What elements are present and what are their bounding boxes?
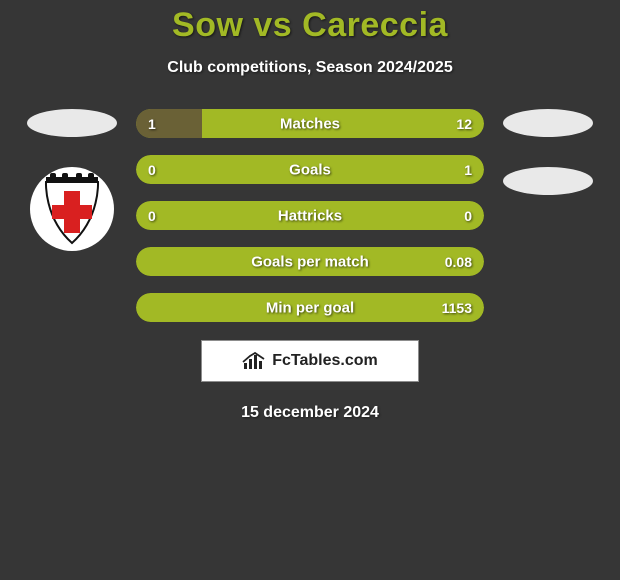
left-player-col [22, 109, 122, 251]
bar-label: Min per goal [266, 299, 354, 316]
subtitle: Club competitions, Season 2024/2025 [0, 59, 620, 77]
bar-value-right: 1153 [442, 300, 472, 316]
shield-crest-icon [40, 173, 104, 245]
brand-label: FcTables.com [272, 352, 378, 370]
stat-bar: Matches 1 12 [136, 109, 484, 138]
stat-bar: Hattricks 0 0 [136, 201, 484, 230]
comparison-card: Sow vs Careccia Club competitions, Seaso… [0, 0, 620, 422]
bar-label: Hattricks [278, 207, 342, 224]
stat-bars: Matches 1 12 Goals 0 1 Hattricks 0 0 Goals per ma… [136, 109, 484, 322]
right-player-col [498, 109, 598, 195]
stat-bar: Min per goal 1153 [136, 293, 484, 322]
bar-value-left: 0 [148, 162, 156, 178]
player-avatar-placeholder-left [27, 109, 117, 137]
bar-value-left: 1 [148, 116, 156, 132]
date-line: 15 december 2024 [0, 404, 620, 422]
bar-value-right: 0.08 [445, 254, 472, 270]
main-row: Matches 1 12 Goals 0 1 Hattricks 0 0 Goals per ma… [0, 109, 620, 322]
bar-chart-icon [242, 351, 266, 371]
player-avatar-placeholder-right-1 [503, 109, 593, 137]
stat-bar: Goals per match 0.08 [136, 247, 484, 276]
bar-value-right: 1 [464, 162, 472, 178]
stat-bar: Goals 0 1 [136, 155, 484, 184]
bar-fill-left [136, 109, 202, 138]
page-title: Sow vs Careccia [0, 6, 620, 45]
bar-label: Goals per match [251, 253, 369, 270]
bar-value-right: 12 [456, 116, 472, 132]
brand-box[interactable]: FcTables.com [201, 340, 419, 382]
bar-label: Goals [289, 161, 331, 178]
player-avatar-placeholder-right-2 [503, 167, 593, 195]
bar-value-right: 0 [464, 208, 472, 224]
club-crest-left [30, 167, 114, 251]
bar-value-left: 0 [148, 208, 156, 224]
bar-label: Matches [280, 115, 340, 132]
